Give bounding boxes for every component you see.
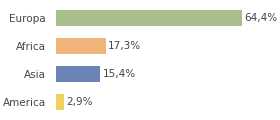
Text: 2,9%: 2,9% (66, 97, 93, 107)
Text: 64,4%: 64,4% (244, 13, 277, 23)
Bar (56, 38, 106, 54)
Text: 15,4%: 15,4% (102, 69, 136, 79)
Bar (56, 10, 242, 26)
Text: 17,3%: 17,3% (108, 41, 141, 51)
Bar (56, 94, 64, 110)
Bar (56, 66, 100, 82)
